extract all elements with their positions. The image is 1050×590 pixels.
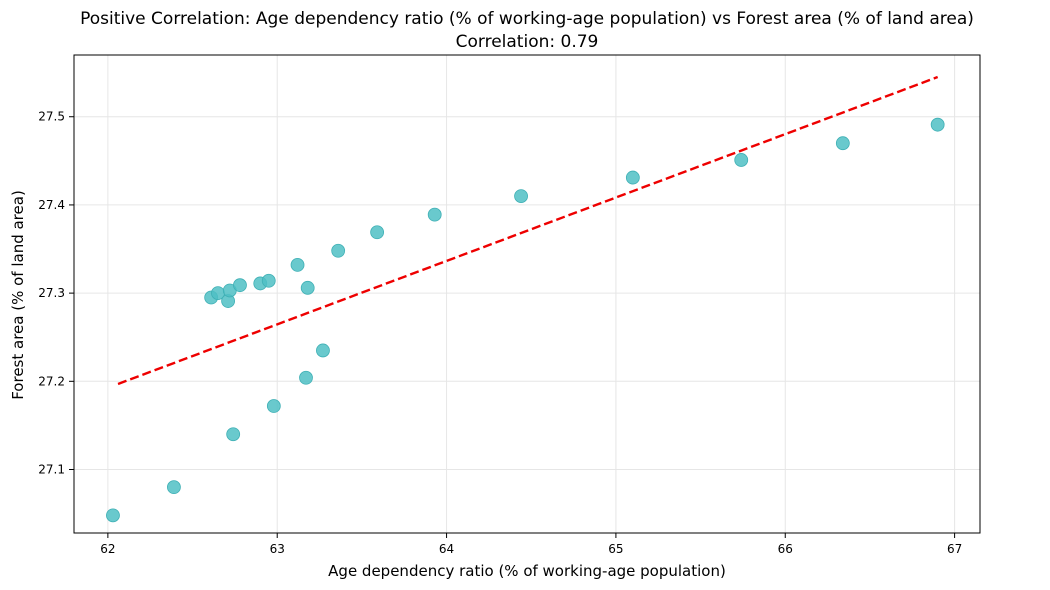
x-axis-ticks: 62 63 64 65 66 67 bbox=[100, 533, 962, 556]
y-tick-label: 27.1 bbox=[38, 463, 65, 477]
data-point bbox=[226, 427, 241, 442]
data-point bbox=[167, 480, 181, 495]
data-point bbox=[261, 273, 276, 288]
data-point bbox=[514, 189, 528, 204]
points-layer bbox=[106, 117, 945, 523]
data-point bbox=[734, 153, 749, 167]
data-point bbox=[427, 207, 442, 222]
x-tick-label: 62 bbox=[100, 542, 115, 556]
data-point bbox=[835, 136, 850, 151]
y-axis-label: Forest area (% of land area) bbox=[9, 190, 27, 400]
x-tick-label: 64 bbox=[439, 542, 454, 556]
chart-subtitle: Correlation: 0.79 bbox=[456, 32, 599, 52]
data-point bbox=[370, 225, 385, 240]
data-point bbox=[316, 343, 330, 358]
y-tick-label: 27.2 bbox=[38, 374, 65, 388]
trendline-layer bbox=[117, 75, 939, 386]
y-axis-ticks: 27.1 27.2 27.3 27.4 27.5 bbox=[38, 110, 74, 477]
y-tick-label: 27.3 bbox=[38, 286, 65, 300]
data-point bbox=[266, 399, 281, 413]
x-axis-label: Age dependency ratio (% of working-age p… bbox=[328, 562, 726, 580]
x-tick-label: 65 bbox=[608, 542, 623, 556]
data-point bbox=[233, 278, 247, 293]
data-point bbox=[300, 280, 315, 295]
grid-lines bbox=[74, 55, 980, 533]
y-tick-label: 27.5 bbox=[38, 110, 65, 124]
y-tick-label: 27.4 bbox=[38, 198, 65, 212]
x-tick-label: 63 bbox=[270, 542, 285, 556]
data-point bbox=[625, 170, 640, 185]
x-tick-label: 66 bbox=[778, 542, 793, 556]
x-tick-label: 67 bbox=[947, 542, 962, 556]
data-point bbox=[106, 508, 120, 523]
data-point bbox=[290, 257, 305, 272]
data-point bbox=[930, 117, 945, 132]
data-point bbox=[331, 243, 346, 258]
trendline bbox=[117, 75, 939, 386]
plot-frame bbox=[73, 54, 981, 534]
data-point bbox=[299, 370, 313, 385]
chart-title: Positive Correlation: Age dependency rat… bbox=[80, 9, 974, 29]
